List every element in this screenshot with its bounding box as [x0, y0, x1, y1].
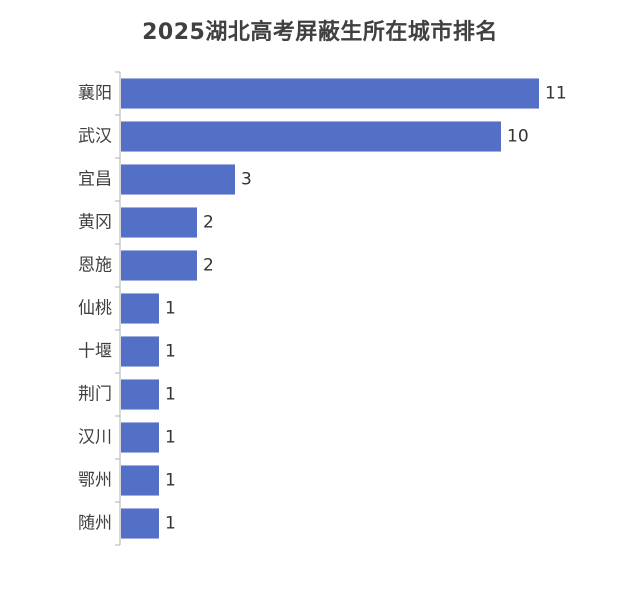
category-label: 黄冈 — [78, 213, 112, 233]
bar-1 — [121, 121, 501, 152]
data-label: 2 — [203, 213, 214, 233]
bar-10 — [121, 508, 159, 539]
data-label: 1 — [165, 385, 176, 405]
data-label: 1 — [165, 342, 176, 362]
data-label: 10 — [507, 127, 529, 147]
data-label: 1 — [165, 471, 176, 491]
category-label: 宜昌 — [78, 170, 112, 190]
category-label: 恩施 — [78, 256, 112, 276]
category-label: 鄂州 — [78, 471, 112, 491]
category-label: 随州 — [78, 514, 112, 534]
category-label: 荆门 — [78, 385, 112, 405]
bar-5 — [121, 293, 159, 324]
category-label: 襄阳 — [78, 83, 112, 104]
data-label: 1 — [165, 428, 176, 448]
category-label: 仙桃 — [78, 299, 112, 319]
data-label: 3 — [241, 170, 252, 190]
category-label: 十堰 — [78, 342, 112, 362]
bar-0 — [121, 78, 539, 109]
bar-3 — [121, 207, 197, 238]
bar-8 — [121, 422, 159, 453]
category-label: 汉川 — [78, 428, 112, 448]
chart-title: 2025湖北高考屏蔽生所在城市排名 — [142, 20, 498, 45]
bar-4 — [121, 250, 197, 281]
bar-2 — [121, 164, 235, 195]
category-label: 武汉 — [78, 127, 112, 147]
data-label: 2 — [203, 256, 214, 276]
data-label: 1 — [165, 299, 176, 319]
bars-group — [115, 71, 539, 546]
data-label: 11 — [545, 84, 567, 104]
labels-group: 襄阳 11 武汉 10 宜昌 3 黄冈 2 恩施 2 仙桃 1 十堰 1 荆门 1 汉川 1 鄂州 1 随州 1 — [78, 83, 567, 534]
bar-6 — [121, 336, 159, 367]
bar-9 — [121, 465, 159, 496]
data-label: 1 — [165, 514, 176, 534]
bar-7 — [121, 379, 159, 410]
